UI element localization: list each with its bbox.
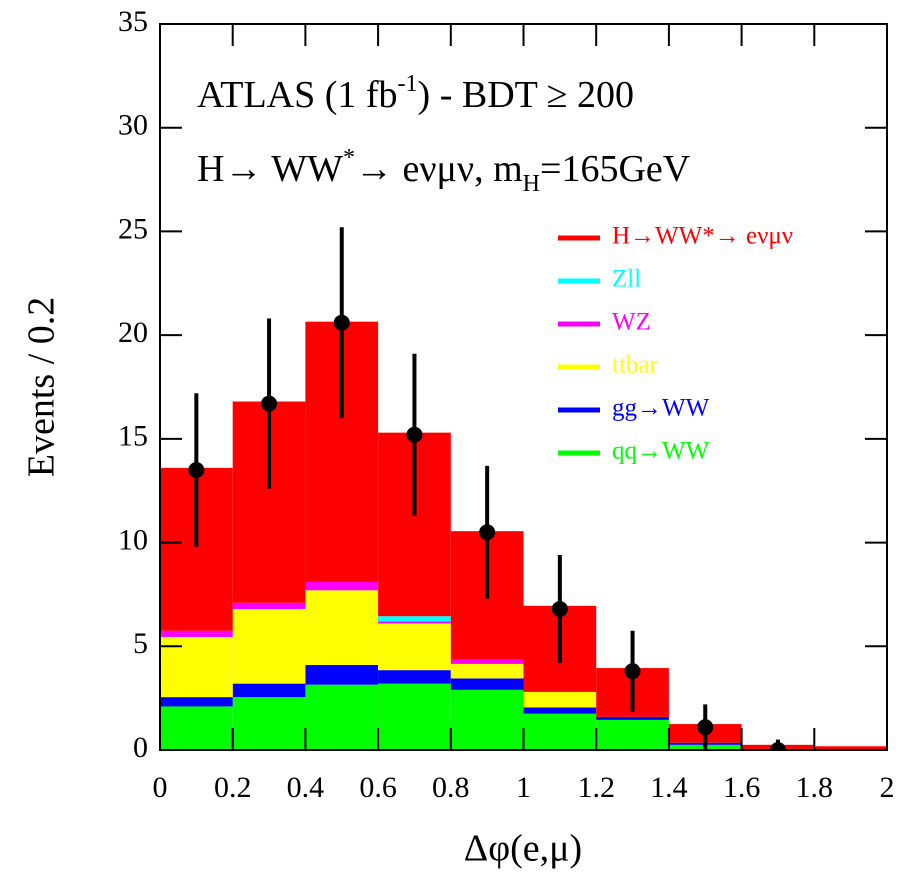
y-tick-label: 25 xyxy=(118,212,148,245)
superscript: * xyxy=(343,145,355,171)
x-tick-label: 0.4 xyxy=(287,771,325,804)
histogram-bar xyxy=(305,590,379,665)
annotation-text: → eνμν, m xyxy=(355,148,523,190)
annotation-text: ATLAS (1 fb xyxy=(197,74,398,116)
y-tick-label: 35 xyxy=(118,5,148,38)
x-tick-label: 2 xyxy=(880,771,895,804)
data-point xyxy=(261,395,278,412)
x-tick-label: 1 xyxy=(516,771,531,804)
legend-label: H→WW*→ eνμν xyxy=(612,223,793,250)
histogram-bar xyxy=(378,623,451,671)
x-tick-label: 1.8 xyxy=(796,771,834,804)
x-tick-label: 1.6 xyxy=(723,771,761,804)
data-point xyxy=(479,524,496,541)
data-point xyxy=(406,426,423,443)
histogram-bar xyxy=(305,684,379,750)
x-axis-label: Δφ(e,μ) xyxy=(464,828,582,870)
histogram-bar xyxy=(523,691,597,708)
y-tick-label: 20 xyxy=(118,316,148,349)
data-point xyxy=(697,719,714,736)
data-point xyxy=(333,314,350,331)
data-point xyxy=(624,663,641,680)
histogram-bar xyxy=(232,683,306,698)
y-tick-label: 10 xyxy=(118,523,148,556)
histogram-bar xyxy=(596,719,669,750)
histogram-bar xyxy=(450,678,524,690)
x-tick-label: 1.4 xyxy=(650,771,688,804)
histogram-bar xyxy=(596,716,669,720)
legend-label: ttbar xyxy=(612,352,658,379)
histogram-bar xyxy=(814,746,887,750)
legend-label: Zll xyxy=(612,266,641,293)
histogram-bar xyxy=(305,581,379,591)
y-axis-label: Events / 0.2 xyxy=(21,297,63,477)
y-tick-label: 15 xyxy=(118,420,148,453)
histogram-bar xyxy=(232,602,306,609)
y-tick-label: 5 xyxy=(133,627,148,660)
histogram-bar xyxy=(232,697,306,750)
x-tick-label: 0.6 xyxy=(359,771,397,804)
histogram-bar xyxy=(378,683,451,750)
data-point xyxy=(551,600,568,617)
annotation-text: H→ WW xyxy=(197,148,343,190)
histogram-bar xyxy=(378,616,451,622)
histogram-bar xyxy=(523,707,597,714)
histogram-bar xyxy=(232,608,306,684)
legend-label: qq→WW xyxy=(612,438,710,465)
annotation: H→ WW*→ eνμν, mH=165GeV xyxy=(197,145,691,197)
histogram-bar xyxy=(160,697,233,707)
histogram-bar xyxy=(523,713,597,750)
y-tick-label: 0 xyxy=(133,731,148,764)
x-tick-label: 0.2 xyxy=(214,771,252,804)
y-tick-label: 30 xyxy=(118,109,148,142)
subscript: H xyxy=(523,171,540,197)
x-tick-label: 1.2 xyxy=(577,771,615,804)
histogram-bar xyxy=(450,689,524,750)
superscript: -1 xyxy=(398,71,418,97)
plot-area xyxy=(160,227,887,750)
histogram-bar xyxy=(450,663,524,679)
legend-label: gg→WW xyxy=(612,395,710,422)
histogram-bar xyxy=(378,670,451,684)
x-tick-label: 0.8 xyxy=(432,771,470,804)
histogram-bar xyxy=(378,621,451,624)
legend-label: WZ xyxy=(612,309,651,336)
histogram-bar xyxy=(160,630,233,637)
annotation: ATLAS (1 fb-1) - BDT ≥ 200 xyxy=(197,71,634,116)
histogram-bar xyxy=(450,659,524,664)
data-point xyxy=(769,742,786,750)
annotation-text: ) - BDT ≥ 200 xyxy=(418,74,634,116)
x-tick-label: 0 xyxy=(153,771,168,804)
annotation-text: =165GeV xyxy=(540,148,691,190)
data-point xyxy=(188,461,205,478)
histogram-bar xyxy=(305,664,379,685)
histogram-bar xyxy=(160,706,233,750)
